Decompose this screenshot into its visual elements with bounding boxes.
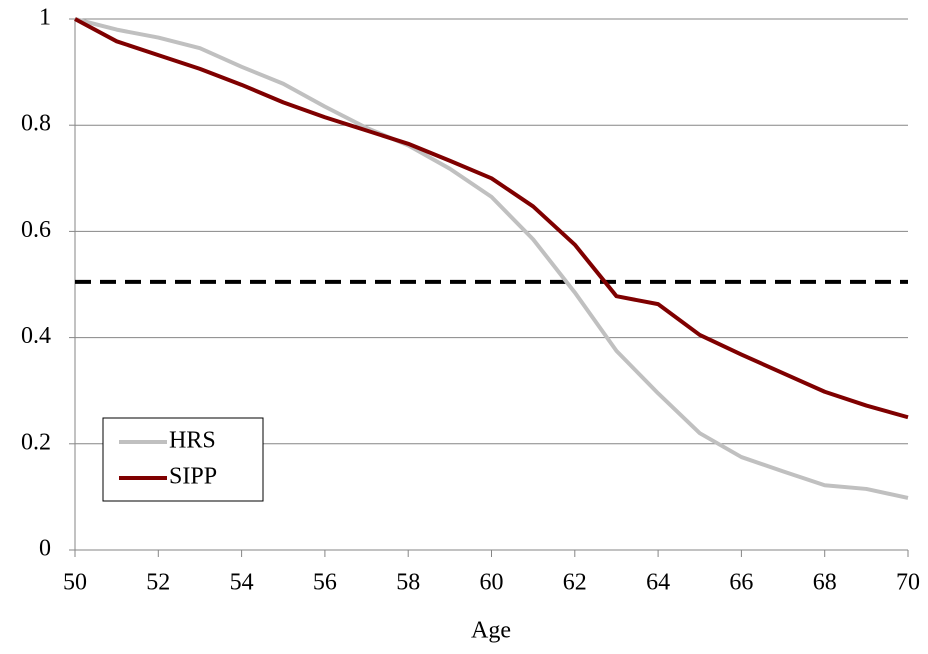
y-tick-label: 0.4 <box>21 323 51 349</box>
y-tick-label: 0.6 <box>21 217 51 243</box>
x-tick-label: 50 <box>63 570 87 596</box>
y-tick-label: 0.2 <box>21 429 51 455</box>
y-tick-label: 1 <box>39 5 51 31</box>
legend-label: SIPP <box>169 464 217 490</box>
y-tick-label: 0 <box>39 536 51 562</box>
x-tick-label: 52 <box>146 570 170 596</box>
legend-box <box>102 417 264 502</box>
legend: HRS SIPP <box>102 417 264 502</box>
x-tick-label: 66 <box>729 570 753 596</box>
x-tick-label: 64 <box>646 570 670 596</box>
line-series <box>74 17 909 420</box>
x-tick-label: 70 <box>896 570 920 596</box>
x-tick-label: 56 <box>313 570 337 596</box>
y-tick-label: 0.8 <box>21 111 51 137</box>
x-tick-label: 60 <box>480 570 504 596</box>
x-tick-label: 68 <box>813 570 837 596</box>
line-series <box>74 17 909 500</box>
x-tick-label: 54 <box>230 570 254 596</box>
x-axis-label: Age <box>471 618 511 644</box>
legend-label: HRS <box>169 428 216 454</box>
x-tick-label: 62 <box>563 570 587 596</box>
x-tick-label: 58 <box>396 570 420 596</box>
